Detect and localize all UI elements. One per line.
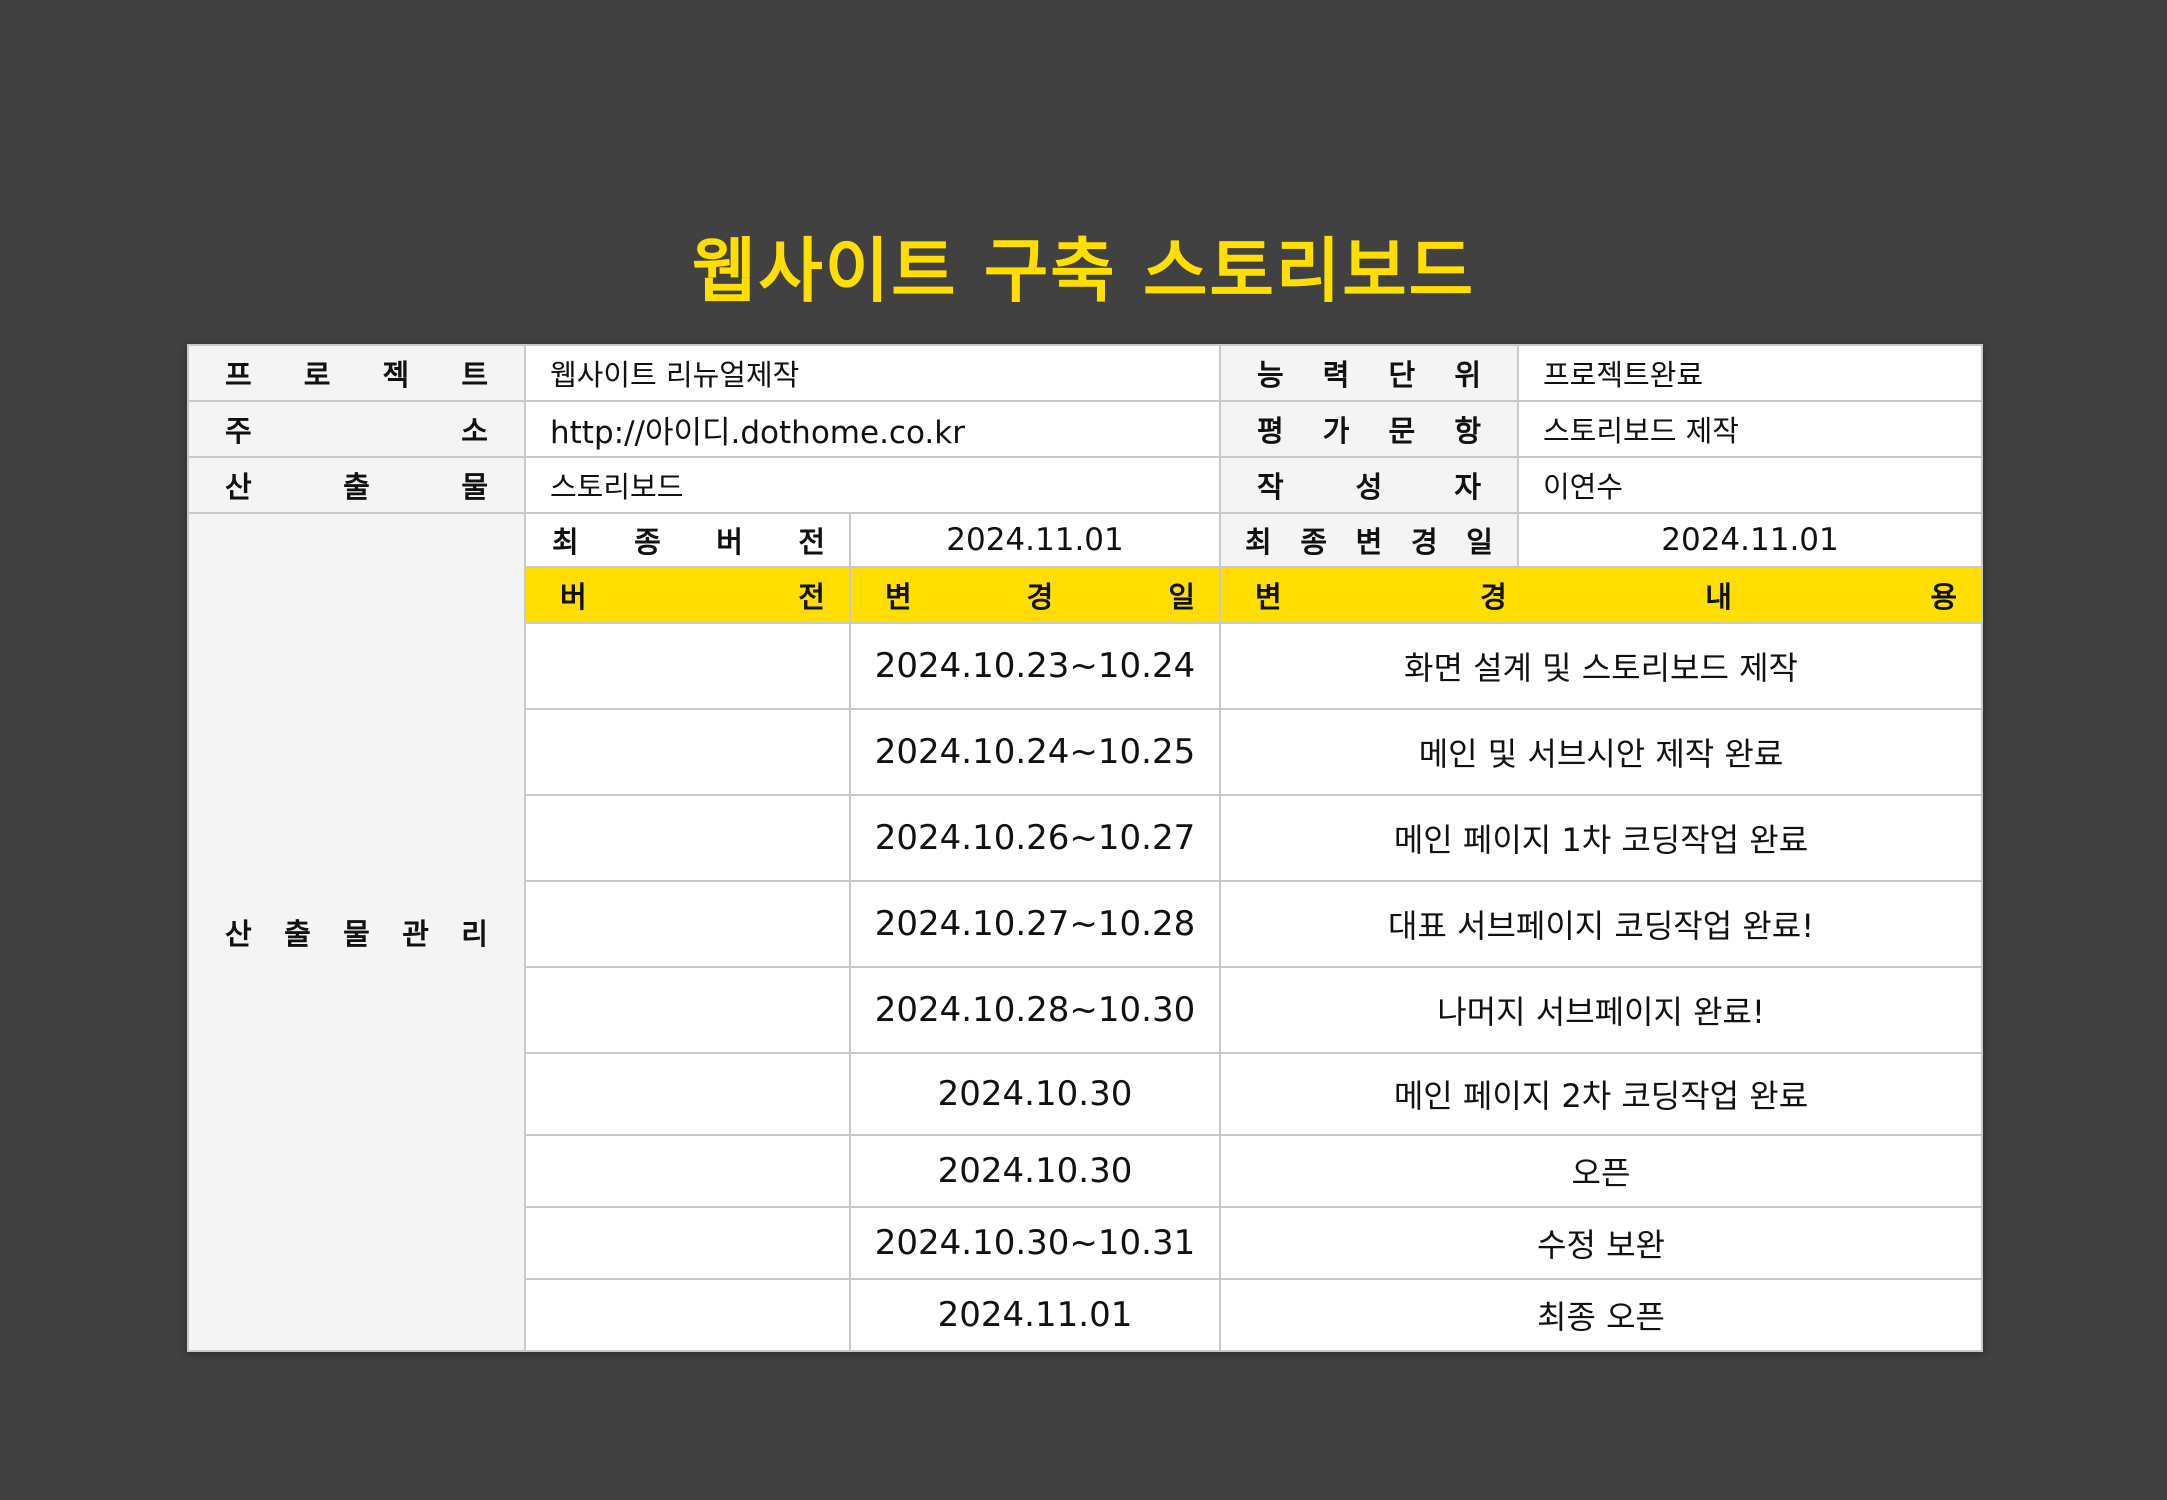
version-cell bbox=[524, 708, 851, 796]
row-output: 산 출 물 스토리보드 작 성 자 이연수 bbox=[187, 456, 1983, 514]
output-label: 산 출 물 bbox=[187, 456, 526, 514]
storyboard-table: 프 로 젝 트 웹사이트 리뉴얼제작 능 력 단 위 프로젝트완료 주 소 ht… bbox=[187, 344, 1983, 1352]
version-cell bbox=[524, 966, 851, 1054]
final-version-label: 최 종 버 전 bbox=[524, 512, 851, 568]
table-row: 2024.10.26~10.27 메인 페이지 1차 코딩작업 완료 bbox=[188, 794, 1983, 882]
final-change-value: 2024.11.01 bbox=[1517, 512, 1983, 568]
output-value: 스토리보드 bbox=[524, 456, 1221, 514]
table-row: 2024.10.30 오픈 bbox=[188, 1134, 1983, 1208]
content-cell: 대표 서브페이지 코딩작업 완료! bbox=[1219, 880, 1983, 968]
version-cell bbox=[524, 794, 851, 882]
date-cell: 2024.10.23~10.24 bbox=[849, 622, 1221, 710]
history-header-row: 버 전 변 경 일 변 경 내 용 bbox=[188, 566, 1983, 624]
version-cell bbox=[524, 622, 851, 710]
final-change-label: 최 종 변 경 일 bbox=[1219, 512, 1519, 568]
ability-label: 능 력 단 위 bbox=[1219, 344, 1519, 402]
date-cell: 2024.10.24~10.25 bbox=[849, 708, 1221, 796]
content-cell: 오픈 bbox=[1219, 1134, 1983, 1208]
date-cell: 2024.10.26~10.27 bbox=[849, 794, 1221, 882]
table-row: 2024.10.30~10.31 수정 보완 bbox=[188, 1206, 1983, 1280]
author-value: 이연수 bbox=[1517, 456, 1983, 514]
eval-value: 스토리보드 제작 bbox=[1517, 400, 1983, 458]
header-content: 변 경 내 용 bbox=[1219, 566, 1983, 624]
table-row: 2024.11.01 최종 오픈 bbox=[188, 1278, 1983, 1352]
header-version: 버 전 bbox=[524, 566, 851, 624]
content-cell: 메인 페이지 2차 코딩작업 완료 bbox=[1219, 1052, 1983, 1136]
project-value: 웹사이트 리뉴얼제작 bbox=[524, 344, 1221, 402]
version-cell bbox=[524, 1052, 851, 1136]
table-row: 2024.10.28~10.30 나머지 서브페이지 완료! bbox=[188, 966, 1983, 1054]
final-version-value: 2024.11.01 bbox=[849, 512, 1221, 568]
date-cell: 2024.10.30~10.31 bbox=[849, 1206, 1221, 1280]
date-cell: 2024.10.27~10.28 bbox=[849, 880, 1221, 968]
row-address: 주 소 http://아이디.dothome.co.kr 평 가 문 항 스토리… bbox=[187, 400, 1983, 458]
table-row: 2024.10.24~10.25 메인 및 서브시안 제작 완료 bbox=[188, 708, 1983, 796]
content-cell: 나머지 서브페이지 완료! bbox=[1219, 966, 1983, 1054]
version-cell bbox=[524, 1206, 851, 1280]
content-cell: 메인 페이지 1차 코딩작업 완료 bbox=[1219, 794, 1983, 882]
date-cell: 2024.10.28~10.30 bbox=[849, 966, 1221, 1054]
address-value: http://아이디.dothome.co.kr bbox=[524, 400, 1221, 458]
version-cell bbox=[524, 1134, 851, 1208]
content-cell: 화면 설계 및 스토리보드 제작 bbox=[1219, 622, 1983, 710]
row-project: 프 로 젝 트 웹사이트 리뉴얼제작 능 력 단 위 프로젝트완료 bbox=[187, 344, 1983, 402]
date-cell: 2024.11.01 bbox=[849, 1278, 1221, 1352]
ability-value: 프로젝트완료 bbox=[1517, 344, 1983, 402]
version-cell bbox=[524, 880, 851, 968]
manage-label: 산 출 물 관 리 bbox=[187, 512, 526, 1352]
header-date: 변 경 일 bbox=[849, 566, 1221, 624]
table-row: 2024.10.30 메인 페이지 2차 코딩작업 완료 bbox=[188, 1052, 1983, 1136]
date-cell: 2024.10.30 bbox=[849, 1052, 1221, 1136]
table-row: 2024.10.23~10.24 화면 설계 및 스토리보드 제작 bbox=[188, 622, 1983, 710]
content-cell: 수정 보완 bbox=[1219, 1206, 1983, 1280]
project-label: 프 로 젝 트 bbox=[187, 344, 526, 402]
address-label: 주 소 bbox=[187, 400, 526, 458]
content-cell: 메인 및 서브시안 제작 완료 bbox=[1219, 708, 1983, 796]
version-cell bbox=[524, 1278, 851, 1352]
author-label: 작 성 자 bbox=[1219, 456, 1519, 514]
table-row: 2024.10.27~10.28 대표 서브페이지 코딩작업 완료! bbox=[188, 880, 1983, 968]
page-title: 웹사이트 구축 스토리보드 bbox=[691, 230, 1476, 312]
content-cell: 최종 오픈 bbox=[1219, 1278, 1983, 1352]
date-cell: 2024.10.30 bbox=[849, 1134, 1221, 1208]
row-final-version: 산 출 물 관 리 최 종 버 전 2024.11.01 최 종 변 경 일 2… bbox=[187, 512, 1983, 1352]
eval-label: 평 가 문 항 bbox=[1219, 400, 1519, 458]
